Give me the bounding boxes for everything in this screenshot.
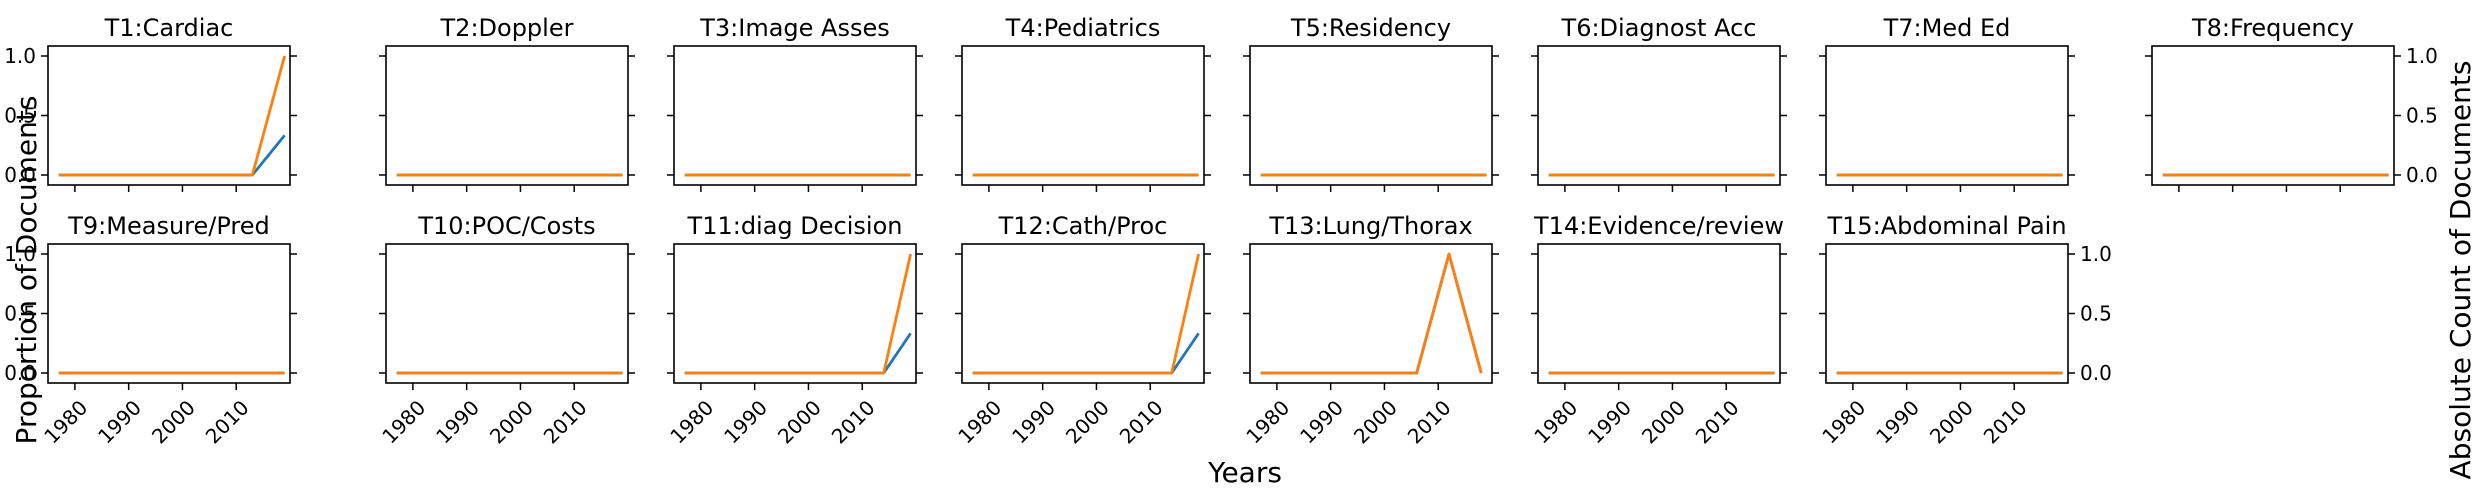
panel-10-frame: [385, 243, 629, 384]
panel-13-frame: [1249, 243, 1493, 384]
panel-4: T4:Pediatrics: [955, 14, 1211, 192]
panel-1-ytick-label: 0.0: [4, 163, 36, 187]
panel-15-xtick-label: 2010: [1979, 395, 2032, 448]
panel-3-frame: [673, 45, 917, 186]
x-axis-label: Years: [1207, 456, 1282, 489]
panel-1-proportion-line: [58, 134, 286, 177]
panel-13-xtick-label: 2010: [1403, 395, 1456, 448]
panel-13-count-line: [1260, 252, 1483, 375]
panel-10-xtick-label: 2000: [485, 395, 538, 448]
panel-15-ytick-label-right: 0.5: [2080, 302, 2112, 326]
panel-2: T2:Doppler: [379, 14, 635, 192]
panel-3-title: T3:Image Asses: [699, 14, 890, 42]
panel-12-count-line: [972, 253, 1200, 375]
panel-10-xtick-label: 1990: [431, 395, 484, 448]
panel-11-xtick-label: 2010: [827, 395, 880, 448]
panel-1: T1:Cardiac 0.0 0.5 1.0: [4, 14, 297, 192]
panel-11-proportion-line: [684, 332, 912, 375]
panel-8-ytick-label-right: 0.5: [2406, 104, 2438, 128]
panel-12-xtick-label: 1990: [1007, 395, 1060, 448]
panel-3: T3:Image Asses: [667, 14, 923, 192]
panel-14-xtick-label: 1980: [1529, 395, 1582, 448]
panel-15-xtick-label: 1980: [1817, 395, 1870, 448]
panel-8-ytick-label-right: 0.0: [2406, 163, 2438, 187]
panel-10: T10:POC/Costs 1980 1990 2000 2010: [377, 212, 635, 448]
panel-13-title: T13:Lung/Thorax: [1268, 212, 1472, 240]
panel-13-xtick-label: 2000: [1349, 395, 1402, 448]
panel-12-xtick-label: 1980: [953, 395, 1006, 448]
panel-9-xtick-label: 2010: [201, 395, 254, 448]
panel-6-frame: [1537, 45, 1781, 186]
panel-15: T15:Abdominal Pain 0.0 0.5 1.0 1980 1990 2000 2…: [1817, 212, 2111, 448]
panel-13-proportion-line: [1260, 252, 1483, 375]
panel-14-xtick-label: 2000: [1637, 395, 1690, 448]
panel-5: T5:Residency: [1243, 14, 1499, 192]
panel-7-frame: [1825, 45, 2069, 186]
panel-14-xtick-label: 2010: [1691, 395, 1744, 448]
panel-9-ytick-label: 0.5: [4, 302, 36, 326]
panel-8-frame: [2151, 45, 2395, 186]
panel-15-ytick-label-right: 1.0: [2080, 242, 2112, 266]
panel-9-xtick-label: 1980: [39, 395, 92, 448]
panel-15-xtick-label: 2000: [1925, 395, 1978, 448]
panel-13-xtick-label: 1990: [1295, 395, 1348, 448]
panel-11-count-line: [684, 253, 912, 375]
panel-12-proportion-line: [972, 332, 1200, 375]
subplots-grid: T1:Cardiac 0.0 0.5 1.0 T2:Doppler T3:Image As…: [4, 14, 2438, 448]
panel-9-ytick-label: 1.0: [4, 242, 36, 266]
panel-11: T11:diag Decision 1980 1990 2000 2010: [665, 212, 923, 448]
panel-13: T13:Lung/Thorax 1980 1990 2000 2010: [1241, 212, 1499, 448]
panel-9: T9:Measure/Pred 0.0 0.5 1.0 1980 1990 2000 2010: [4, 212, 297, 448]
panel-1-frame: [47, 45, 291, 186]
panel-6: T6:Diagnost Acc: [1531, 14, 1787, 192]
panel-12-title: T12:Cath/Proc: [998, 212, 1168, 240]
panel-1-count-line: [58, 55, 286, 177]
panel-13-xtick-label: 1980: [1241, 395, 1294, 448]
panel-14-frame: [1537, 243, 1781, 384]
panel-7: T7:Med Ed: [1819, 14, 2075, 192]
panel-6-title: T6:Diagnost Acc: [1561, 14, 1757, 42]
panel-1-ytick-label: 1.0: [4, 44, 36, 68]
panel-11-xtick-label: 1990: [719, 395, 772, 448]
panel-8: T8:Frequency 0.0 0.5 1.0: [2145, 14, 2438, 192]
panel-10-xtick-label: 1980: [377, 395, 430, 448]
panel-11-xtick-label: 1980: [665, 395, 718, 448]
panel-14-title: T14:Evidence/review: [1533, 212, 1784, 240]
y-axis-label-right: Absolute Count of Documents: [2444, 61, 2477, 480]
panel-8-title: T8:Frequency: [2191, 14, 2354, 42]
panel-7-title: T7:Med Ed: [1883, 14, 2011, 42]
panel-10-title: T10:POC/Costs: [417, 212, 595, 240]
panel-4-frame: [961, 45, 1205, 186]
panel-5-title: T5:Residency: [1290, 14, 1451, 42]
panel-11-xtick-label: 2000: [773, 395, 826, 448]
panel-8-ytick-label-right: 1.0: [2406, 44, 2438, 68]
panel-10-xtick-label: 2010: [539, 395, 592, 448]
panel-9-ytick-label: 0.0: [4, 361, 36, 385]
panel-15-title: T15:Abdominal Pain: [1826, 212, 2066, 240]
panel-15-frame: [1825, 243, 2069, 384]
panel-9-frame: [47, 243, 291, 384]
panel-12: T12:Cath/Proc 1980 1990 2000 2010: [953, 212, 1211, 448]
panel-14-xtick-label: 1990: [1583, 395, 1636, 448]
panel-11-title: T11:diag Decision: [687, 212, 903, 240]
panel-9-xtick-label: 1990: [93, 395, 146, 448]
panel-2-frame: [385, 45, 629, 186]
panel-11-frame: [673, 243, 917, 384]
y-axis-label-left: Proportion of Documents: [10, 96, 43, 445]
panel-9-xtick-label: 2000: [147, 395, 200, 448]
panel-12-xtick-label: 2000: [1061, 395, 1114, 448]
panel-14: T14:Evidence/review 1980 1990 2000 2010: [1529, 212, 1787, 448]
panel-4-title: T4:Pediatrics: [1005, 14, 1161, 42]
panel-1-title: T1:Cardiac: [104, 14, 234, 42]
panel-12-xtick-label: 2010: [1115, 395, 1168, 448]
panel-2-title: T2:Doppler: [440, 14, 574, 42]
panel-1-ytick-label: 0.5: [4, 104, 36, 128]
panel-12-frame: [961, 243, 1205, 384]
panel-15-ytick-label-right: 0.0: [2080, 361, 2112, 385]
panel-9-title: T9:Measure/Pred: [67, 212, 270, 240]
panel-5-frame: [1249, 45, 1493, 186]
panel-15-xtick-label: 1990: [1871, 395, 1924, 448]
